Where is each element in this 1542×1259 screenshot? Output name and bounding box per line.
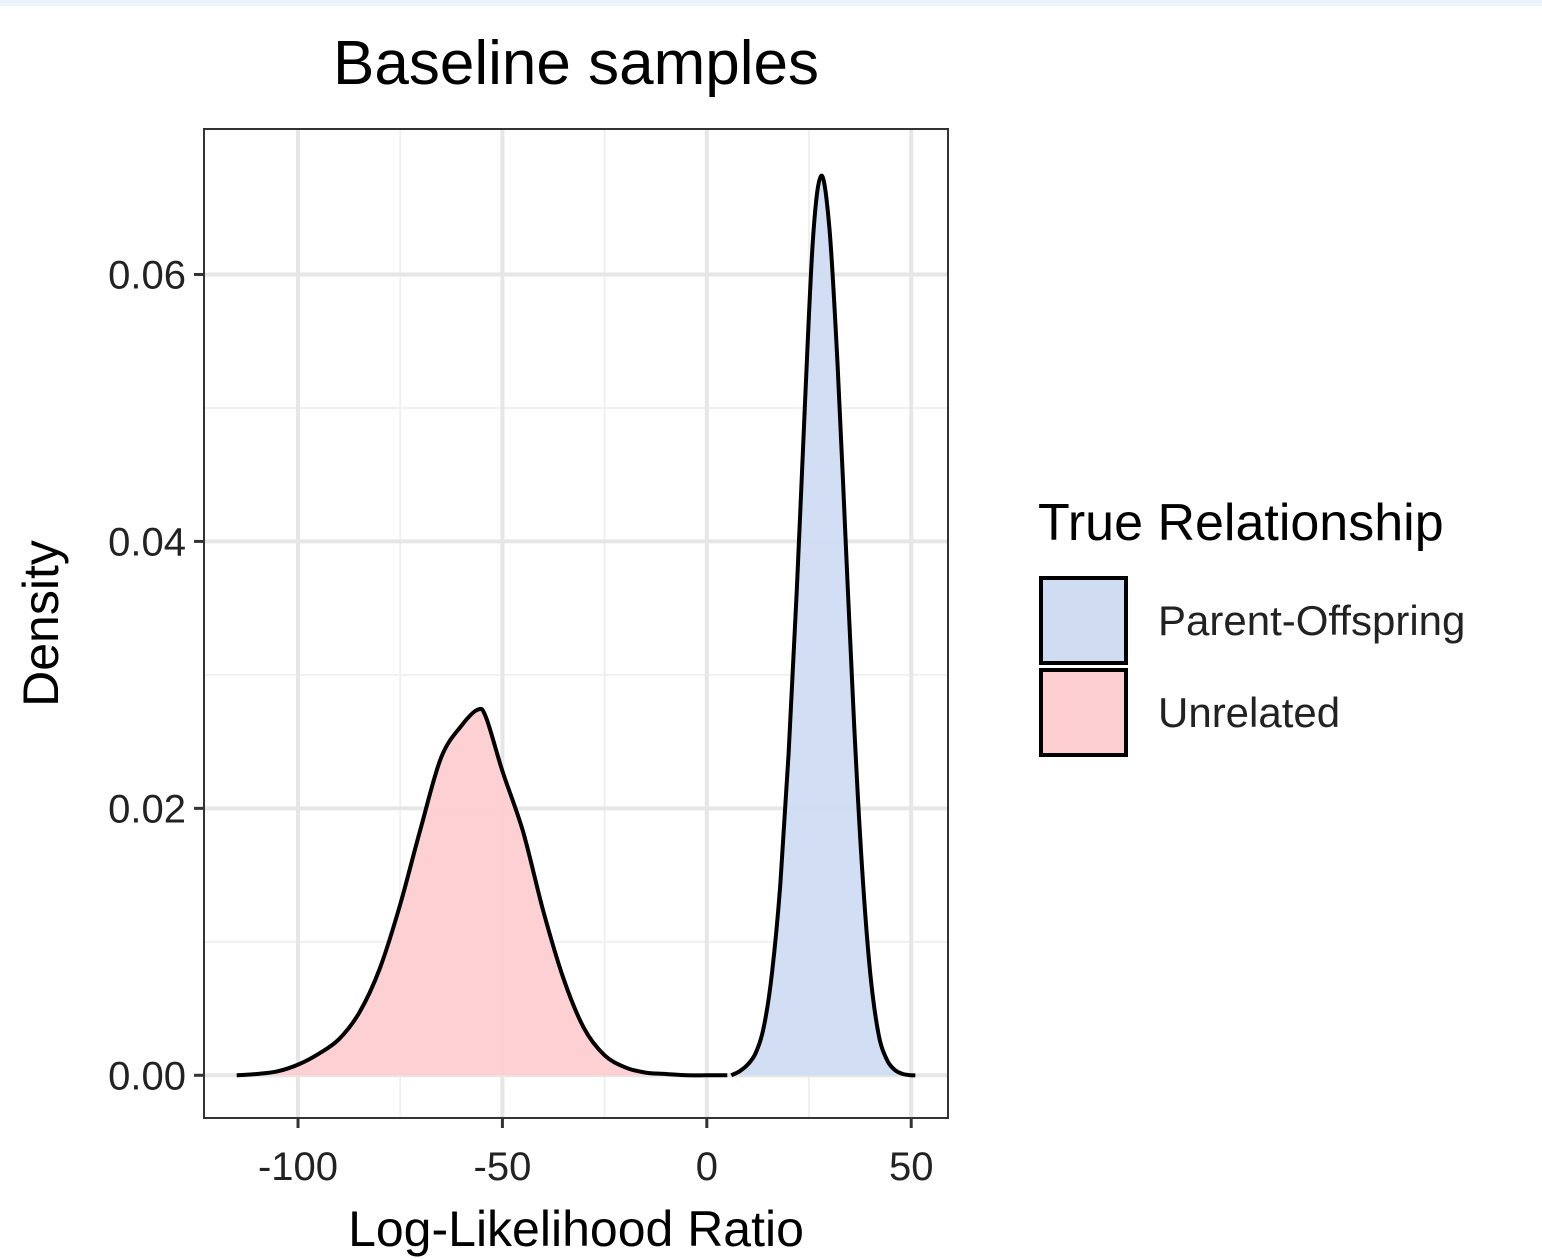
legend-title: True Relationship [1038, 494, 1444, 552]
top-band [0, 0, 1542, 6]
legend-label: Parent-Offspring [1158, 597, 1465, 644]
axes: -100 -50 0 50 0.00 0.02 0.04 0.06 [108, 253, 933, 1189]
y-axis-title: Density [13, 540, 69, 707]
y-tick-label: 0.02 [108, 787, 186, 831]
x-tick-label: 0 [696, 1145, 718, 1189]
density-area-parent-offspring [731, 175, 916, 1076]
x-tick-label: -100 [258, 1145, 338, 1189]
legend-key-parent-offspring [1039, 576, 1128, 665]
chart-title: Baseline samples [333, 29, 819, 98]
density-area-unrelated [236, 708, 728, 1076]
y-tick-label: 0.06 [108, 253, 186, 297]
legend-key-unrelated [1039, 668, 1128, 757]
density-areas [236, 173, 916, 1078]
x-tick-label: -50 [474, 1145, 532, 1189]
legend: True Relationship Parent-Offspring Unrela… [1038, 494, 1465, 757]
y-tick-label: 0.04 [108, 520, 186, 564]
density-line-unrelated [236, 706, 728, 1078]
x-axis-title: Log-Likelihood Ratio [348, 1201, 804, 1257]
legend-label: Unrelated [1158, 689, 1340, 736]
x-tick-label: 50 [889, 1145, 934, 1189]
plot-panel-border [203, 128, 949, 1119]
density-line-parent-offspring [730, 173, 916, 1078]
y-tick-label: 0.00 [108, 1054, 186, 1098]
